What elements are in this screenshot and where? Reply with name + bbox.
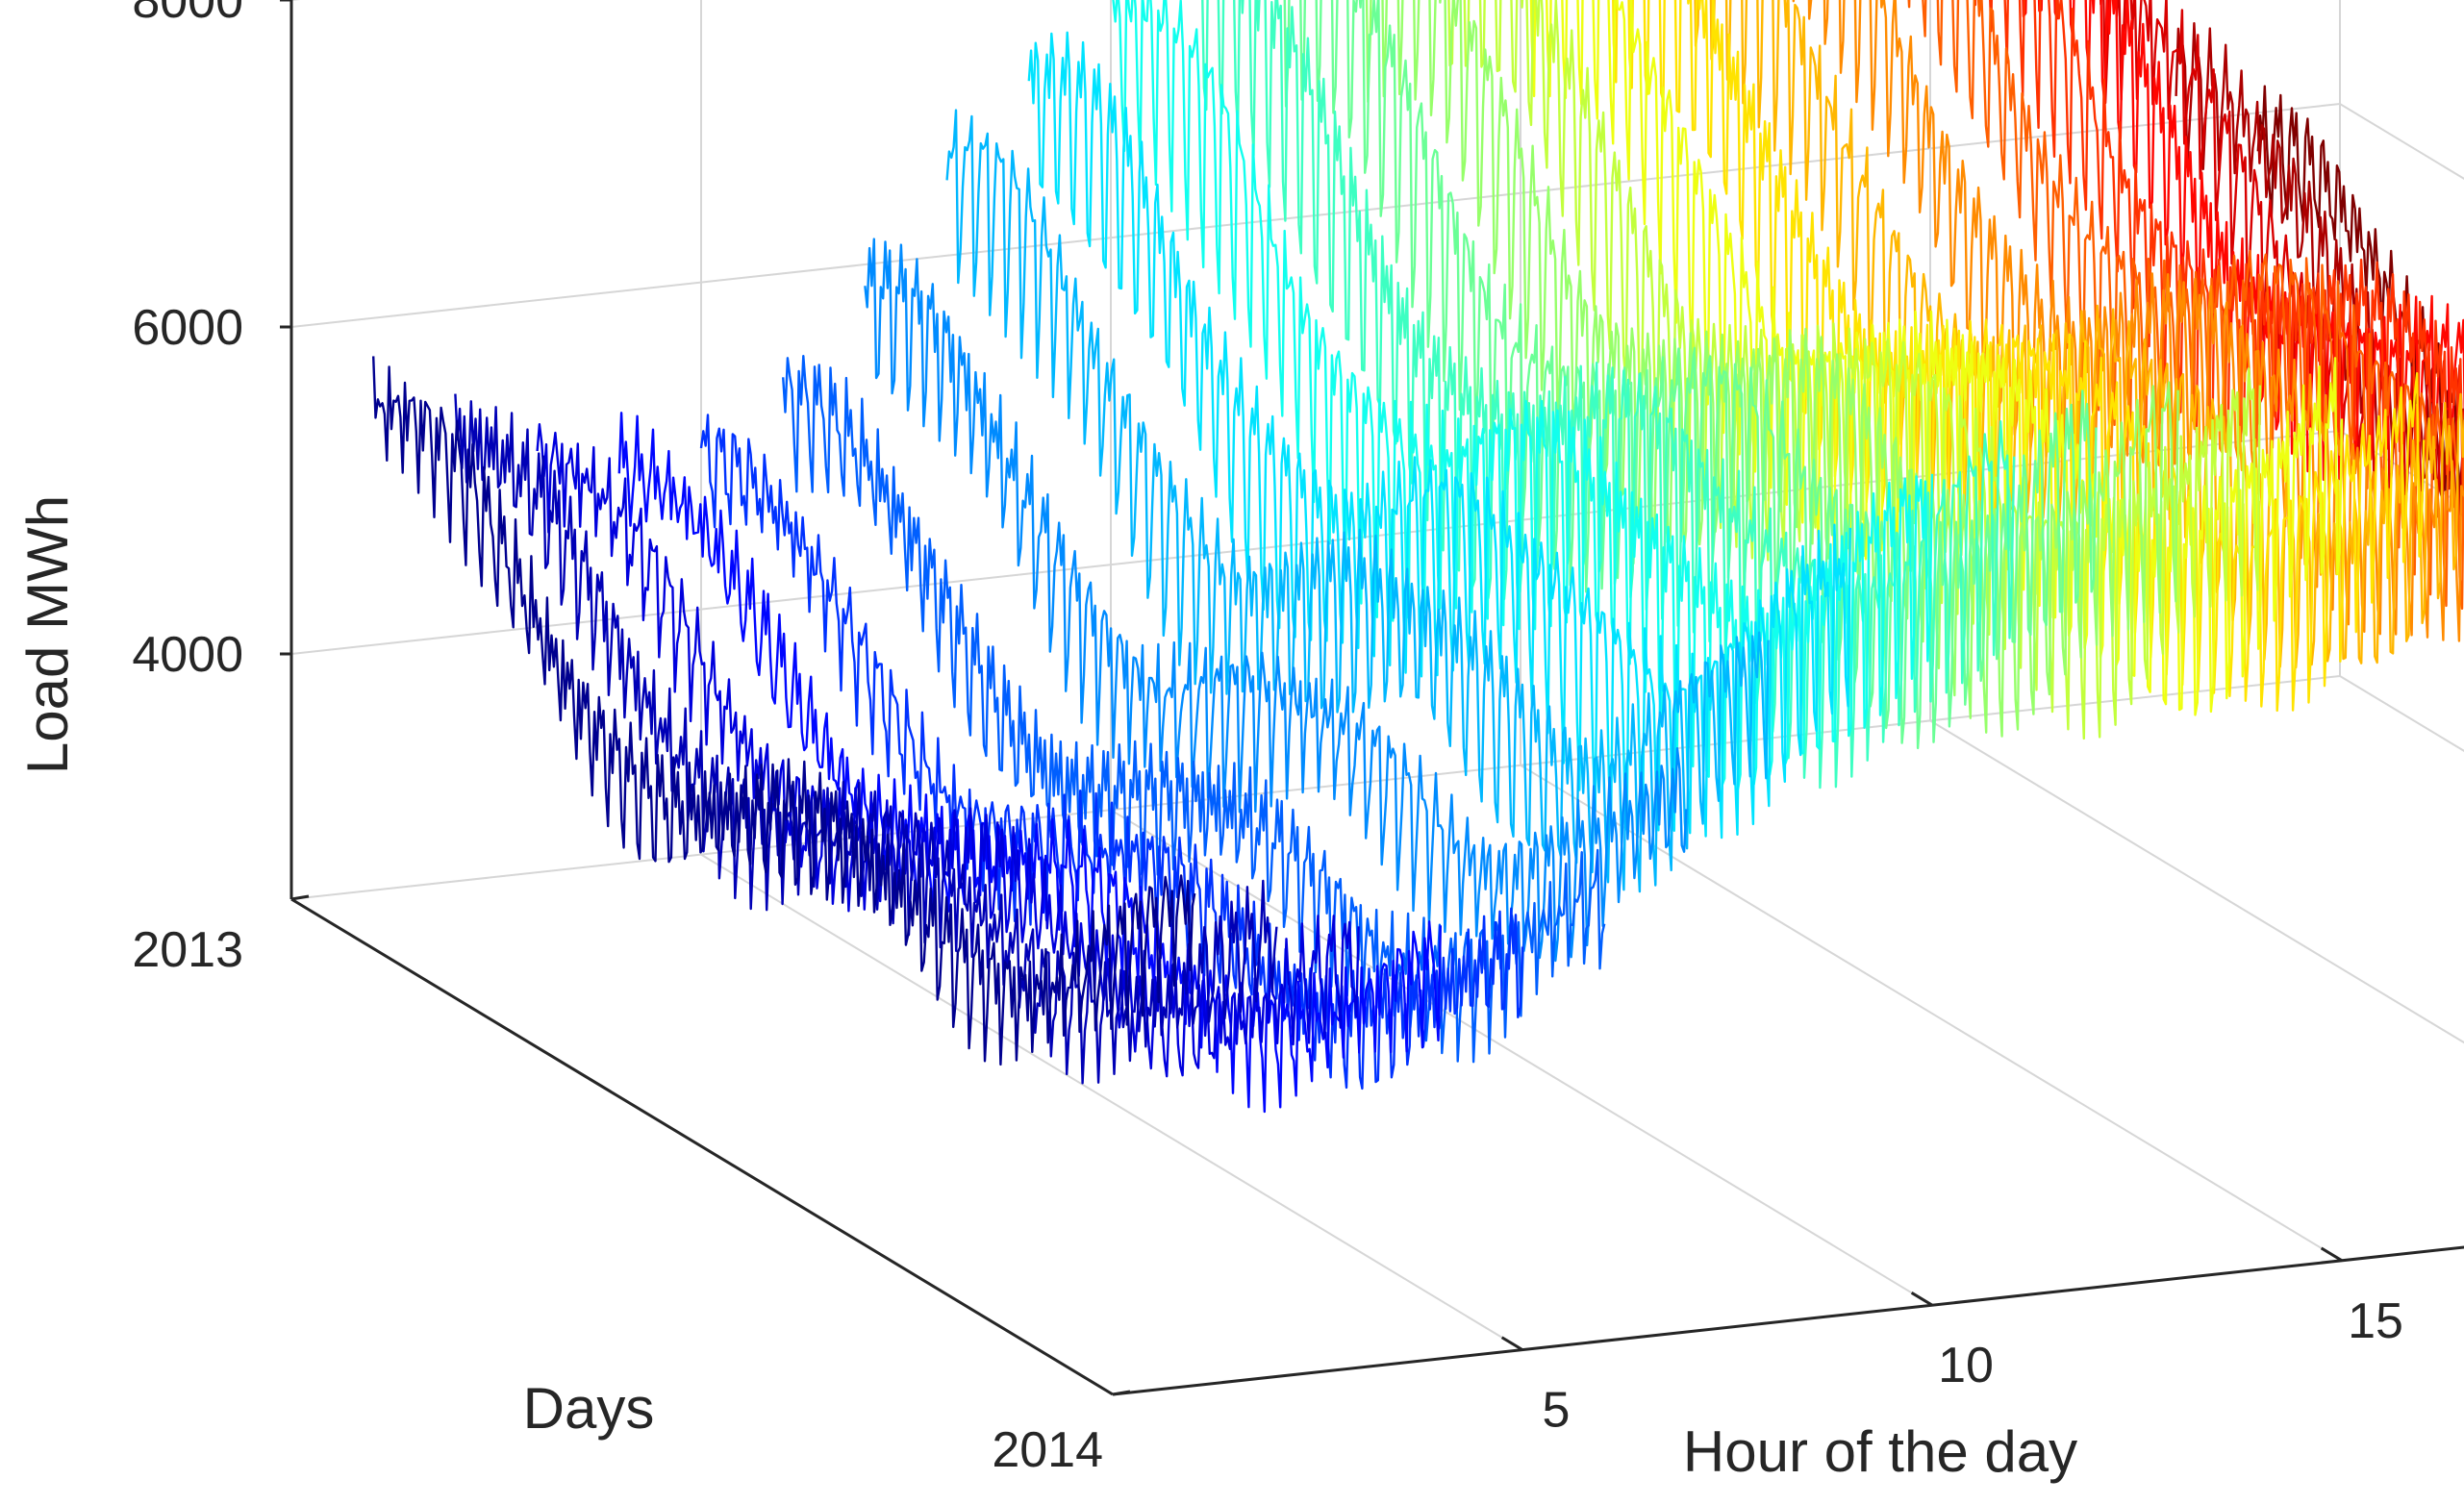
y-floor-grid-line <box>290 675 2341 900</box>
series-line-hour-16 <box>1612 0 2426 713</box>
y-axis-line <box>290 897 1114 1396</box>
z-axis-title: Load MWh <box>15 495 80 774</box>
z-tick-label: 6000 <box>132 300 243 356</box>
x-floor-grid-line <box>1520 764 2343 1262</box>
series-line-hour-22 <box>2099 0 2464 521</box>
y-tick-mark <box>290 894 310 901</box>
series-line-hour-11 <box>1201 0 2016 790</box>
z-tick-label: 8000 <box>132 0 243 29</box>
series-line-hour-8 <box>945 109 1770 893</box>
y-axis-title: Days <box>523 1376 655 1441</box>
series-line-hour-1 <box>372 356 1196 1066</box>
x-axis-title: Hour of the day <box>1683 1419 2077 1484</box>
series-line-hour-20 <box>1974 0 2464 490</box>
series-line-hour-14 <box>1447 0 2261 740</box>
y-tick-label: 2013 <box>132 922 243 978</box>
y-tick-label: 2014 <box>992 1422 1103 1478</box>
x-tick-label: 15 <box>2348 1293 2403 1349</box>
series-line-hour-9 <box>1027 31 1851 840</box>
axis-labels: Hour of the day Days Load MWh <box>15 495 2077 1484</box>
series-line-hour-23 <box>2175 22 2464 524</box>
x-tick-mark <box>2320 1246 2343 1263</box>
x-tick-label: 5 <box>1543 1383 1571 1439</box>
series-line-hour-7 <box>864 238 1688 963</box>
series-line-hour-18 <box>1792 0 2464 642</box>
series-line-hour-5 <box>699 414 1524 1091</box>
x-tick-mark <box>1910 1292 1933 1307</box>
series-line-hour-21 <box>2022 0 2464 482</box>
series-line-hour-3 <box>536 423 1360 1078</box>
series-line-hour-12 <box>1283 0 2098 750</box>
series-line-hour-17 <box>1694 0 2464 669</box>
x-floor-grid-line <box>700 853 1523 1351</box>
x-tick-label: 10 <box>1938 1338 1994 1393</box>
series-line-hour-15 <box>1529 0 2344 716</box>
axes: 40006000800020132014510152025 <box>132 0 2464 1478</box>
series-line-hour-19 <box>1907 0 2464 610</box>
x-tick-mark <box>1500 1336 1523 1351</box>
series-group <box>372 0 2464 1114</box>
z-tick-label: 4000 <box>132 627 243 683</box>
x-floor-grid-line <box>1929 719 2464 1044</box>
x-axis-line <box>1112 1245 2464 1396</box>
